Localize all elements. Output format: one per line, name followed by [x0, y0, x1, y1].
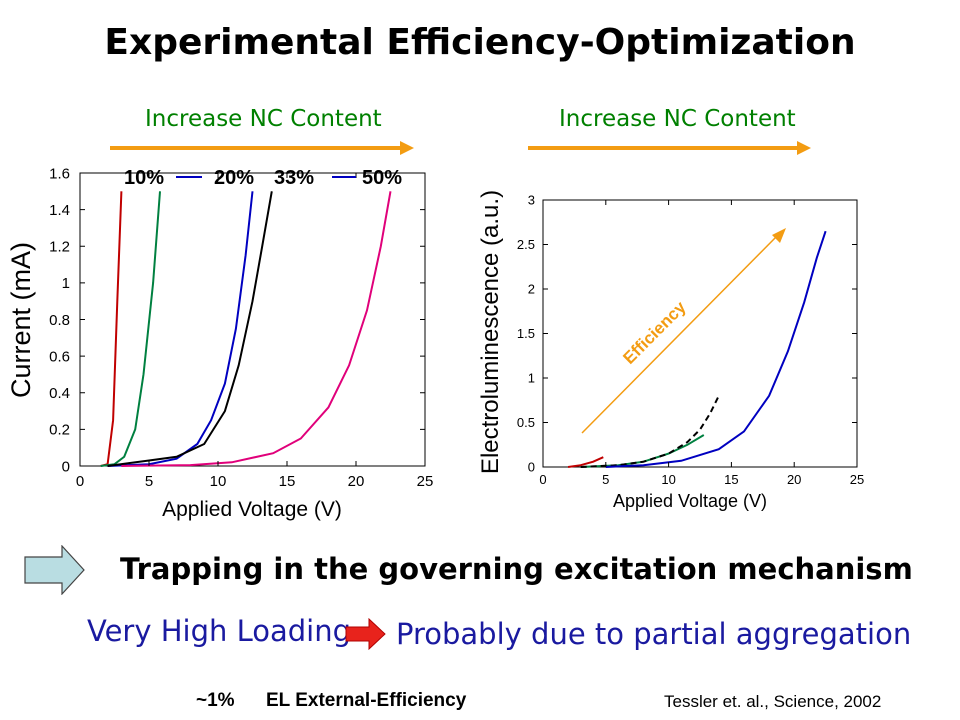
aggregation-text: Probably due to partial aggregation	[396, 617, 912, 651]
legend-10: 10%	[124, 167, 164, 189]
x-tick-label: 20	[787, 472, 801, 487]
left-ylabel: Current (mA)	[6, 242, 36, 398]
series-line-3	[605, 230, 827, 468]
y-tick-label: 3	[528, 193, 535, 208]
efficiency-annotation: Efficiency	[619, 297, 690, 368]
y-tick-label: 0.8	[49, 312, 70, 329]
series-line-4	[121, 191, 392, 467]
slide-title: Experimental Efficiency-Optimization	[104, 22, 856, 63]
efficiency-label: EL External-Efficiency	[266, 690, 467, 711]
y-tick-label: 0	[62, 458, 70, 475]
increase-arrow-left	[110, 146, 402, 150]
x-tick-label: 25	[850, 472, 864, 487]
y-tick-label: 1.2	[49, 239, 70, 256]
legend-20: 20%	[214, 167, 254, 189]
x-tick-label: 0	[539, 472, 546, 487]
y-tick-label: 1.6	[49, 165, 70, 182]
efficiency-arrow	[581, 234, 779, 434]
increase-nc-left-label: Increase NC Content	[145, 106, 382, 132]
current-voltage-chart: 0 5 10 15 20 25 0 0.2 0.4 0.6 0.8 1 1.2 1.4 1.6 10% 20…	[6, 165, 434, 521]
y-tick-label: 0.6	[49, 348, 70, 365]
x-tick-label: 20	[348, 473, 365, 490]
plot-frame	[79, 172, 426, 467]
red-arrow-icon	[345, 618, 386, 650]
y-tick-label: 0.2	[49, 422, 70, 439]
y-tick-label: 0.5	[517, 415, 535, 430]
increase-arrow-right	[528, 146, 800, 150]
y-tick-label: 1	[62, 275, 70, 292]
increase-arrow-left-head	[400, 141, 414, 155]
x-tick-label: 5	[145, 473, 153, 490]
plot-frame	[542, 199, 858, 468]
loading-text: Very High Loading	[87, 614, 352, 648]
x-tick-label: 25	[417, 473, 434, 490]
chart-legend: 10% 20% 33% 50%	[124, 167, 402, 189]
increase-arrow-right-head	[797, 141, 811, 155]
x-tick-label: 15	[724, 472, 738, 487]
legend-33: 33%	[274, 167, 314, 189]
series-line-20pct	[100, 191, 161, 467]
y-tick-label: 1	[528, 371, 535, 386]
left-xlabel: Applied Voltage (V)	[162, 498, 342, 521]
y-tick-label: 0.4	[49, 385, 70, 402]
reference-citation: Tessler et. al., Science, 2002	[664, 692, 882, 711]
mechanism-heading: Trapping in the governing excitation mec…	[120, 552, 913, 586]
legend-50: 50%	[362, 167, 402, 189]
x-tick-label: 10	[661, 472, 675, 487]
series-line-10pct	[100, 191, 123, 467]
series-line-33pct	[107, 191, 254, 467]
y-tick-label: 1.5	[517, 326, 535, 341]
electroluminescence-voltage-chart: 0 5 10 15 20 25 0 0.5 1 1.5 2 2.5 3 Efficiency Appli…	[477, 190, 864, 511]
efficiency-arrow-head	[772, 228, 786, 243]
right-xlabel: Applied Voltage (V)	[613, 491, 767, 511]
x-tick-label: 10	[210, 473, 227, 490]
block-arrow-icon	[24, 545, 85, 595]
series-line-2	[580, 395, 720, 468]
series-line-0	[567, 456, 604, 468]
y-tick-label: 2	[528, 282, 535, 297]
y-tick-label: 2.5	[517, 237, 535, 252]
x-tick-label: 15	[279, 473, 296, 490]
y-tick-label: 1.4	[49, 202, 70, 219]
right-ylabel: Electroluminescence (a.u.)	[477, 190, 504, 474]
x-tick-label: 0	[76, 473, 84, 490]
series-line-50pct	[107, 191, 273, 467]
increase-nc-right-label: Increase NC Content	[559, 106, 796, 132]
x-tick-label: 5	[602, 472, 609, 487]
y-tick-label: 0	[528, 460, 535, 475]
efficiency-percent: ~1%	[196, 690, 235, 711]
